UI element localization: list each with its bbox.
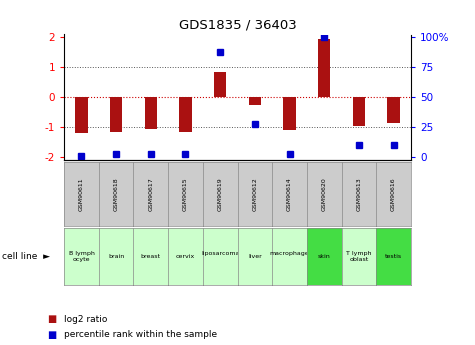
Text: log2 ratio: log2 ratio xyxy=(64,315,107,324)
Text: ■: ■ xyxy=(48,330,57,339)
Text: testis: testis xyxy=(385,254,402,259)
Text: ■: ■ xyxy=(48,314,57,324)
Bar xyxy=(249,98,261,105)
Bar xyxy=(214,72,226,98)
Text: GSM90615: GSM90615 xyxy=(183,177,188,211)
Bar xyxy=(318,39,330,98)
Bar xyxy=(180,98,191,132)
Text: cervix: cervix xyxy=(176,254,195,259)
Text: T lymph
oblast: T lymph oblast xyxy=(346,251,371,262)
Text: GSM90612: GSM90612 xyxy=(252,177,257,211)
Text: GSM90611: GSM90611 xyxy=(79,177,84,211)
Bar xyxy=(284,98,295,130)
Text: brain: brain xyxy=(108,254,124,259)
Text: cell line  ►: cell line ► xyxy=(2,252,50,261)
Text: GSM90616: GSM90616 xyxy=(391,177,396,211)
Text: skin: skin xyxy=(318,254,331,259)
Bar xyxy=(110,98,122,132)
Bar xyxy=(76,98,87,134)
Text: macrophage: macrophage xyxy=(270,251,309,262)
Text: liver: liver xyxy=(248,254,262,259)
Bar xyxy=(353,98,365,126)
Text: GSM90614: GSM90614 xyxy=(287,177,292,211)
Text: GSM90618: GSM90618 xyxy=(114,177,119,211)
Text: GSM90620: GSM90620 xyxy=(322,177,327,211)
Text: GSM90619: GSM90619 xyxy=(218,177,223,211)
Text: GSM90617: GSM90617 xyxy=(148,177,153,211)
Bar xyxy=(388,98,399,123)
Text: GSM90613: GSM90613 xyxy=(356,177,361,211)
Text: liposarcoma: liposarcoma xyxy=(201,251,239,262)
Title: GDS1835 / 36403: GDS1835 / 36403 xyxy=(179,19,296,32)
Text: breast: breast xyxy=(141,254,161,259)
Bar xyxy=(145,98,157,129)
Text: percentile rank within the sample: percentile rank within the sample xyxy=(64,330,217,339)
Text: B lymph
ocyte: B lymph ocyte xyxy=(68,251,95,262)
